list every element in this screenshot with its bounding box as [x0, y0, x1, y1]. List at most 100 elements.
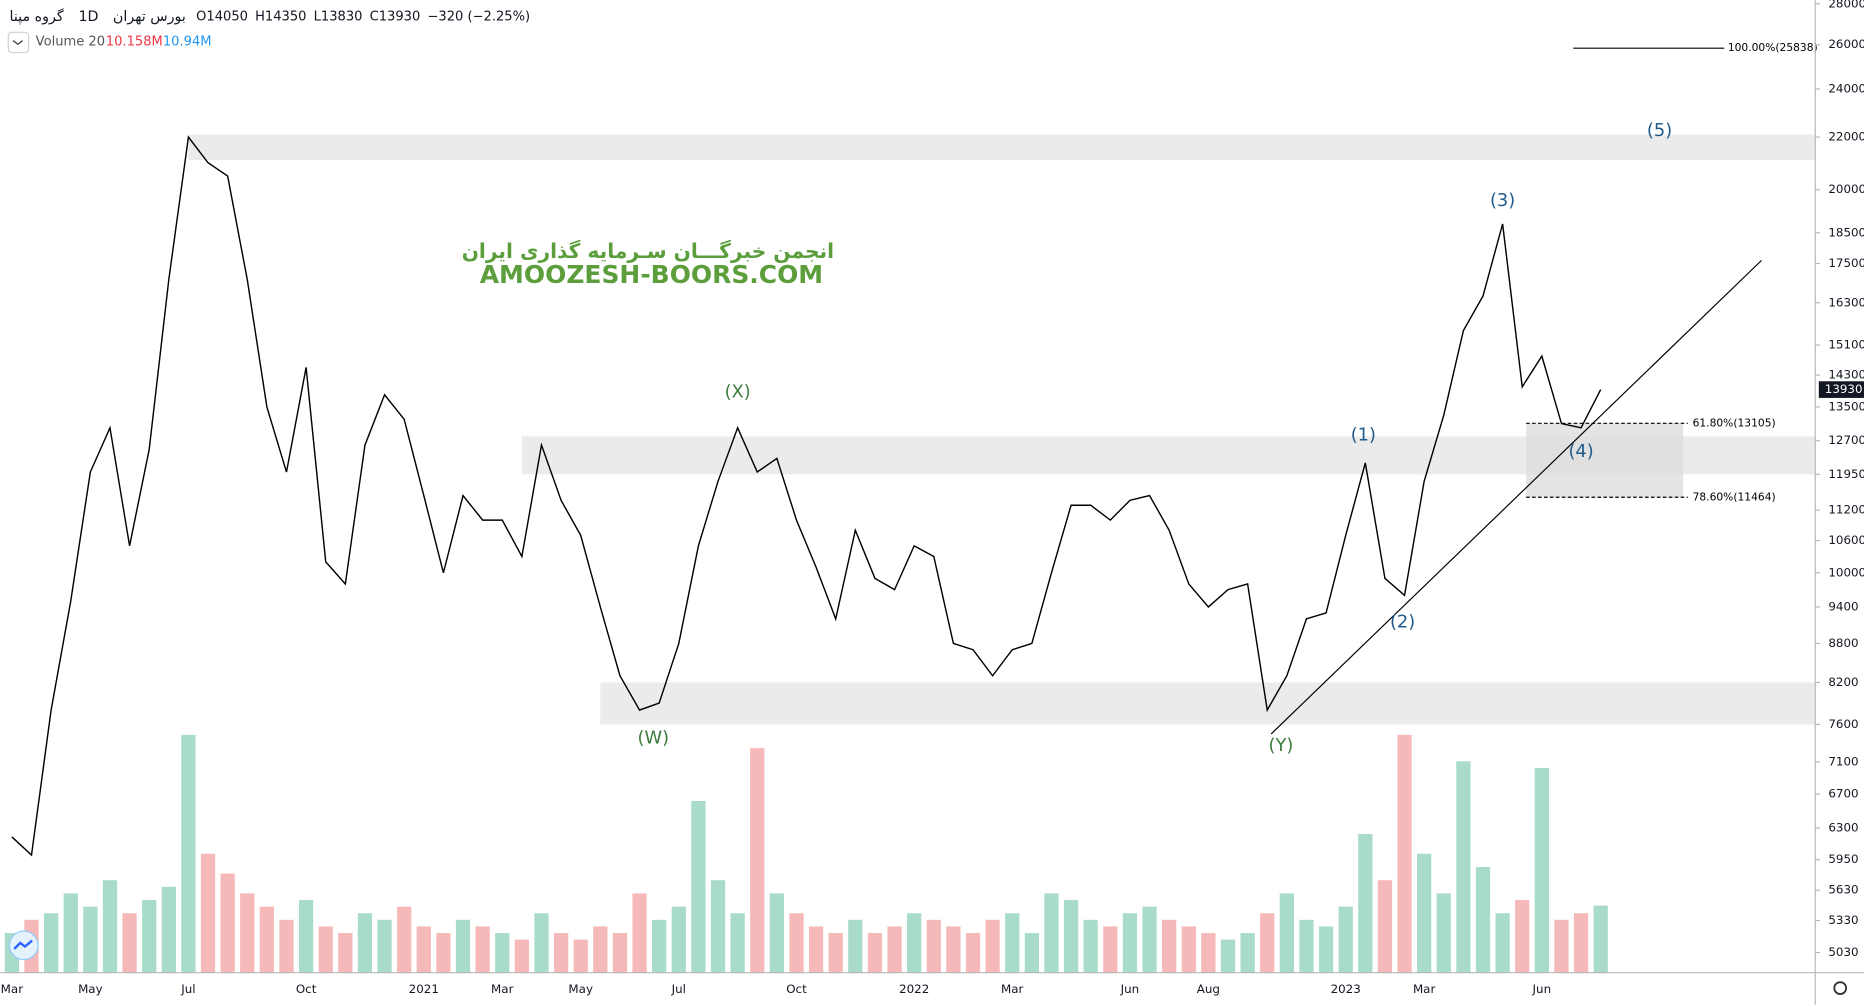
volume-bar [181, 734, 196, 973]
wave-label: (2) [1390, 611, 1415, 632]
y-tick-label: 5330 [1828, 913, 1858, 927]
ohlc-value: L13830 [314, 9, 363, 24]
volume-bar [338, 933, 353, 973]
interval: 1D [78, 9, 98, 25]
volume-bar [1515, 900, 1530, 973]
y-tick-label: 10000 [1828, 565, 1864, 579]
x-tick-label: 2022 [899, 982, 929, 996]
volume-bar [1593, 905, 1608, 973]
volume-bar [455, 919, 471, 973]
volume-bar [593, 926, 608, 973]
volume-bar [926, 919, 941, 973]
fib-extension-label: 100.00%(25838) [1728, 41, 1818, 54]
last-price-tag [1818, 381, 1864, 398]
volume-bar [397, 906, 412, 973]
y-tick-label: 17500 [1828, 256, 1864, 270]
y-tick-label: 15100 [1828, 338, 1864, 352]
zone [188, 134, 1816, 161]
y-tick-label: 28000 [1828, 0, 1864, 10]
volume-bar [1279, 893, 1294, 973]
volume-bar [1103, 926, 1118, 973]
volume-bar [1338, 906, 1353, 973]
volume-bar [259, 906, 275, 973]
y-tick-label: 20000 [1828, 182, 1864, 196]
zone [600, 682, 1816, 725]
y-tick-label: 24000 [1828, 81, 1864, 95]
volume-bar [63, 893, 78, 973]
logo-mark [13, 939, 33, 950]
volume-bar [357, 913, 373, 973]
wave-label: (W) [638, 727, 670, 748]
volume-bar [907, 913, 922, 973]
volume-bar [1181, 926, 1196, 973]
volume-bar [1201, 933, 1216, 973]
volume-bar [553, 933, 569, 973]
wave-label: (Y) [1269, 735, 1294, 756]
ohlc-value: H14350 [255, 9, 306, 24]
volume-bar [102, 880, 118, 973]
volume-bar [240, 893, 255, 973]
volume-value: 10.158M [106, 34, 163, 49]
x-tick-label: Jul [671, 982, 686, 996]
volume-bar [691, 800, 706, 973]
price-pane: 61.80%(13105) 78.60%(11464) 100.00%(25838)… [11, 41, 1818, 857]
volume-bar [632, 893, 647, 973]
y-tick-label: 7100 [1828, 755, 1858, 769]
volume-bar [1024, 933, 1039, 973]
volume-bar [1475, 866, 1491, 973]
x-tick-label: Aug [1197, 982, 1220, 996]
volume-bar [652, 919, 667, 973]
volume-bar [1005, 913, 1020, 973]
volume-bar [377, 919, 392, 973]
x-tick-label: Mar [1001, 982, 1024, 996]
volume-bar [1240, 933, 1255, 973]
y-tick-label: 5030 [1828, 945, 1858, 959]
volume-bar [887, 926, 902, 973]
volume-bar [1534, 767, 1549, 973]
volume-bar [200, 853, 216, 973]
watermark-url: AMOOZESH-BOORS.COM [480, 260, 823, 289]
volume-bar [475, 926, 490, 973]
volume-bar [985, 919, 1000, 973]
volume-bar [1299, 919, 1314, 973]
x-tick-label: Jul [180, 982, 195, 996]
volume-bar [1083, 919, 1098, 973]
x-tick-label: May [568, 982, 593, 996]
collapse-button[interactable] [7, 31, 30, 54]
volume-ma: 10.94M [163, 34, 212, 49]
volume-bar [710, 880, 726, 973]
trendline [1270, 259, 1762, 735]
volume-bar [1436, 893, 1451, 973]
volume-bar [1142, 906, 1157, 973]
y-tick-label: 18500 [1828, 225, 1864, 239]
ohlc-value: O14050 [196, 9, 248, 24]
volume-name: Volume 20 [36, 34, 105, 49]
y-tick-label: 7600 [1828, 717, 1858, 731]
wave-label: (4) [1568, 441, 1593, 462]
volume-bar [1318, 926, 1334, 973]
volume-bar [298, 900, 314, 973]
y-tick-label: 5950 [1828, 852, 1858, 866]
volume-bar [730, 913, 745, 973]
y-tick-label: 26000 [1828, 37, 1864, 51]
watermark-fa: انجمن خبرگـــان سـرمایه گذاری ایران [462, 239, 834, 263]
x-tick-label: Mar [491, 982, 514, 996]
volume-bar [83, 906, 98, 973]
volume-bar [142, 900, 157, 973]
settings-button[interactable] [1833, 981, 1848, 995]
chevron-icon [12, 40, 23, 45]
y-tick-label: 8800 [1828, 636, 1858, 650]
volume-bar [1044, 893, 1059, 973]
fib-label: 78.60%(11464) [1693, 490, 1776, 503]
volume-bar [1456, 761, 1471, 973]
fib-label: 61.80%(13105) [1693, 416, 1776, 429]
x-tick-label: Jun [1532, 982, 1552, 996]
y-tick-label: 6300 [1828, 821, 1858, 835]
x-tick-label: Mar [1, 982, 24, 996]
volume-bar [318, 926, 333, 973]
volume-bar [1260, 913, 1275, 973]
volume-bar [671, 906, 686, 973]
